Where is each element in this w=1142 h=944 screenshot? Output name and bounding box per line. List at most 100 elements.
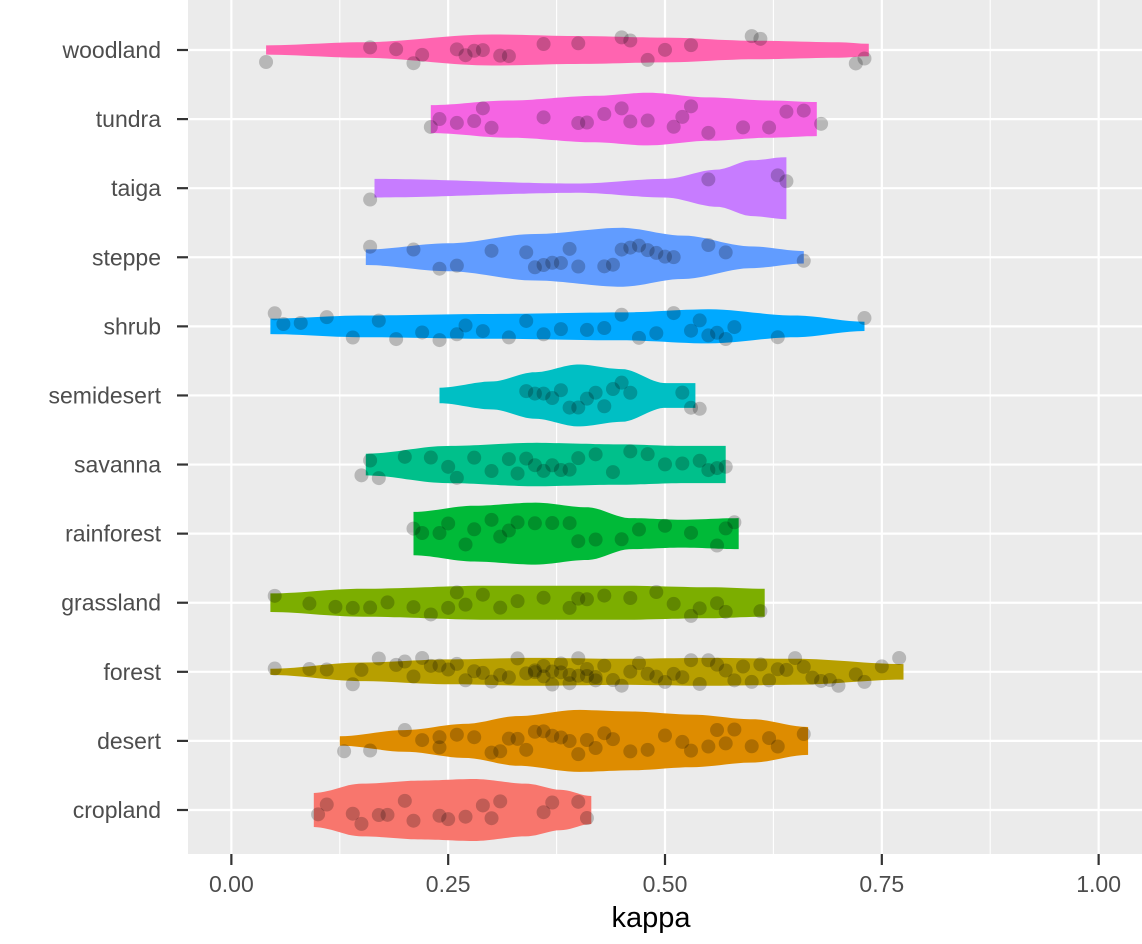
data-point-savanna xyxy=(562,462,577,477)
data-point-desert xyxy=(527,724,542,739)
data-point-grassland xyxy=(536,590,551,605)
data-point-desert xyxy=(571,747,586,762)
data-point-forest xyxy=(571,651,586,666)
y-tick-label: tundra xyxy=(96,106,161,132)
data-point-semidesert xyxy=(614,375,629,390)
data-point-savanna xyxy=(623,444,638,459)
data-point-forest xyxy=(649,669,664,684)
data-point-grassland xyxy=(571,591,586,606)
data-point-forest xyxy=(571,668,586,683)
data-point-rainforest xyxy=(571,534,586,549)
data-point-shrub xyxy=(684,323,699,338)
data-point-tundra xyxy=(475,101,490,116)
data-point-rainforest xyxy=(432,526,447,541)
data-point-shrub xyxy=(579,322,594,337)
data-point-tundra xyxy=(536,110,551,125)
data-point-desert xyxy=(762,731,777,746)
data-point-desert xyxy=(684,743,699,758)
data-point-semidesert xyxy=(553,383,568,398)
data-point-grassland xyxy=(423,607,438,622)
data-point-shrub xyxy=(614,307,629,322)
data-point-rainforest xyxy=(684,525,699,540)
data-point-desert xyxy=(432,730,447,745)
data-point-desert xyxy=(675,734,690,749)
data-point-desert xyxy=(493,744,508,759)
data-point-grassland xyxy=(649,585,664,600)
data-point-steppe xyxy=(406,242,421,257)
data-point-grassland xyxy=(623,591,638,606)
data-point-cropland xyxy=(311,807,326,822)
data-point-desert xyxy=(710,723,725,738)
data-point-forest xyxy=(510,651,525,666)
data-point-rainforest xyxy=(710,538,725,553)
data-point-woodland xyxy=(658,42,672,57)
data-point-rainforest xyxy=(501,523,516,538)
data-point-forest xyxy=(822,673,837,688)
data-point-tundra xyxy=(423,119,438,134)
data-point-steppe xyxy=(631,238,646,253)
data-point-forest xyxy=(640,666,655,681)
data-point-cropland xyxy=(354,816,369,831)
data-point-desert xyxy=(640,742,655,757)
data-point-desert xyxy=(597,726,612,741)
data-point-steppe xyxy=(553,255,568,270)
data-point-woodland xyxy=(614,30,629,45)
data-point-desert xyxy=(363,743,378,758)
data-point-forest xyxy=(389,657,404,672)
data-point-woodland xyxy=(623,33,638,48)
data-point-grassland xyxy=(597,588,612,603)
data-point-grassland xyxy=(380,595,395,610)
violin-savanna xyxy=(365,442,726,487)
data-point-savanna xyxy=(449,470,464,485)
y-tick-label: shrub xyxy=(103,313,161,339)
data-point-savanna xyxy=(710,461,725,476)
data-point-cropland xyxy=(536,805,551,820)
data-point-savanna xyxy=(588,447,603,462)
data-point-tundra xyxy=(484,120,499,135)
data-point-woodland xyxy=(744,29,759,44)
data-point-savanna xyxy=(501,452,516,467)
data-point-forest xyxy=(796,659,811,674)
data-point-savanna xyxy=(527,458,542,473)
data-point-grassland xyxy=(458,597,473,612)
data-point-steppe xyxy=(701,238,716,253)
data-point-shrub xyxy=(701,328,716,343)
data-point-grassland xyxy=(345,600,360,615)
y-tick-label: desert xyxy=(97,728,162,754)
data-point-taiga xyxy=(770,168,785,183)
data-point-forest xyxy=(753,657,768,672)
data-point-forest xyxy=(892,650,907,665)
data-point-cropland xyxy=(345,806,360,821)
data-point-semidesert xyxy=(579,391,594,406)
violin-grassland xyxy=(270,585,765,620)
y-tick-label: woodland xyxy=(62,37,161,63)
data-point-shrub xyxy=(631,330,646,345)
data-point-forest xyxy=(814,673,829,688)
violin-semidesert xyxy=(439,364,696,427)
data-point-savanna xyxy=(675,456,690,471)
data-point-desert xyxy=(337,744,352,759)
points-layer xyxy=(259,29,907,831)
data-point-woodland xyxy=(475,43,490,58)
data-point-rainforest xyxy=(718,521,733,536)
data-point-rainforest xyxy=(562,516,577,531)
data-point-tundra xyxy=(623,114,638,129)
x-axis-title: kappa xyxy=(611,902,691,934)
data-point-savanna xyxy=(701,463,716,478)
data-point-desert xyxy=(415,733,430,748)
data-point-rainforest xyxy=(631,522,646,537)
data-point-grassland xyxy=(666,596,681,611)
data-point-forest xyxy=(354,662,369,677)
data-point-grassland xyxy=(302,596,317,611)
data-point-woodland xyxy=(753,31,768,46)
data-point-semidesert xyxy=(527,386,542,401)
data-point-savanna xyxy=(441,459,456,474)
data-point-desert xyxy=(718,736,733,751)
data-point-grassland xyxy=(718,604,733,619)
data-point-forest xyxy=(658,674,672,689)
data-point-savanna xyxy=(692,453,707,468)
data-point-shrub xyxy=(553,322,568,337)
data-point-semidesert xyxy=(623,385,638,400)
data-point-tundra xyxy=(814,116,829,131)
data-point-woodland xyxy=(684,38,699,53)
